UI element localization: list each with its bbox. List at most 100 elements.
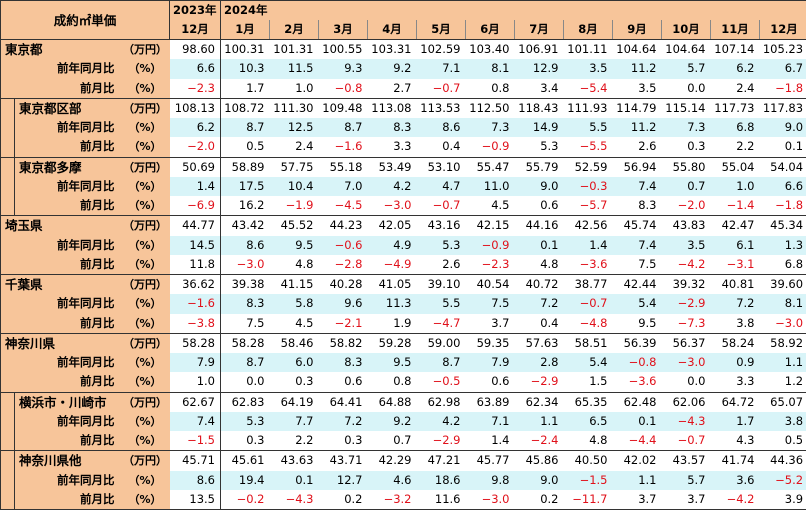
value-cell: 6.8 [760,255,806,275]
value-cell: 1.4 [170,177,221,196]
value-cell: 3.4 [515,79,564,99]
value-cell: −2.0 [662,196,711,216]
value-cell: 42.29 [368,451,417,471]
value-cell: 7.4 [613,177,662,196]
value-cell: −5.4 [564,79,613,99]
value-cell: 12.7 [319,471,368,490]
value-cell: 9.0 [760,118,806,137]
value-cell: 8.6 [170,471,221,490]
value-cell: 2.2 [270,431,319,451]
value-cell: −2.4 [515,431,564,451]
value-cell: 113.08 [368,98,417,118]
value-cell: 1.0 [711,177,760,196]
value-cell: −5.5 [564,137,613,157]
indent-strip [1,490,15,510]
value-cell: −3.6 [564,255,613,275]
value-cell: 0.8 [368,372,417,392]
value-cell: 101.11 [564,40,613,60]
value-cell: 65.07 [760,392,806,412]
value-cell: 7.2 [319,412,368,431]
value-cell: 4.7 [417,177,466,196]
value-cell: 0.4 [515,314,564,334]
metric-label: 前年同月比 [15,471,121,490]
value-cell: 42.56 [564,216,613,236]
value-cell: 0.6 [319,372,368,392]
region-name: 埼玉県 [1,216,121,236]
region-name: 東京都 [1,40,121,60]
value-cell: 108.13 [170,98,221,118]
value-cell: 44.77 [170,216,221,236]
value-cell: 43.63 [270,451,319,471]
value-cell: 9.6 [319,294,368,313]
value-cell: 39.10 [417,275,466,295]
value-cell: 57.63 [515,333,564,353]
value-cell: 9.8 [466,471,515,490]
value-cell: −4.2 [711,490,760,510]
unit-label: （%） [121,255,170,275]
value-cell: 64.88 [368,392,417,412]
value-cell: 3.3 [711,372,760,392]
value-cell: 3.5 [662,236,711,255]
value-cell: −0.7 [662,431,711,451]
value-cell: 43.57 [662,451,711,471]
value-cell: 1.9 [368,314,417,334]
value-cell: 9.5 [613,314,662,334]
value-cell: 101.31 [270,40,319,60]
value-cell: 54.04 [760,157,806,177]
value-cell: 7.3 [662,118,711,137]
region-name: 東京都区部 [15,98,121,118]
value-cell: 0.3 [270,372,319,392]
value-cell: −2.0 [170,137,221,157]
value-cell: 6.6 [760,177,806,196]
value-cell: 5.8 [270,294,319,313]
metric-label: 前月比 [15,137,121,157]
value-cell: 42.02 [613,451,662,471]
unit-label: （%） [121,59,170,78]
value-cell: 7.2 [515,294,564,313]
value-cell: 109.48 [319,98,368,118]
value-cell: 9.5 [270,236,319,255]
value-cell: 9.0 [515,471,564,490]
indent-strip [1,431,15,451]
value-cell: 62.83 [221,392,270,412]
value-cell: 42.47 [711,216,760,236]
unit-label: （%） [121,353,170,372]
value-cell: 41.05 [368,275,417,295]
value-cell: 3.3 [368,137,417,157]
month-header: 10月 [662,20,711,40]
unit-label: （%） [121,118,170,137]
month-header: 7月 [515,20,564,40]
value-cell: 2.7 [368,79,417,99]
value-cell: 52.59 [564,157,613,177]
value-cell: 43.16 [417,216,466,236]
value-cell: −3.0 [466,490,515,510]
value-cell: 5.3 [221,412,270,431]
value-cell: 6.1 [711,236,760,255]
value-cell: 40.28 [319,275,368,295]
value-cell: 0.0 [221,372,270,392]
value-cell: 118.43 [515,98,564,118]
value-cell: 6.0 [270,353,319,372]
unit-label: （%） [121,372,170,392]
value-cell: 107.14 [711,40,760,60]
value-cell: 4.3 [711,431,760,451]
value-cell: −0.8 [613,353,662,372]
value-cell: 8.3 [221,294,270,313]
year-2023-label: 2023年 [170,1,221,21]
value-cell: 62.98 [417,392,466,412]
value-cell: −11.7 [564,490,613,510]
value-cell: 19.4 [221,471,270,490]
value-cell: 5.7 [662,471,711,490]
metric-label: 前年同月比 [1,236,121,255]
value-cell: 3.7 [662,490,711,510]
value-cell: 0.5 [221,137,270,157]
value-cell: 45.77 [466,451,515,471]
